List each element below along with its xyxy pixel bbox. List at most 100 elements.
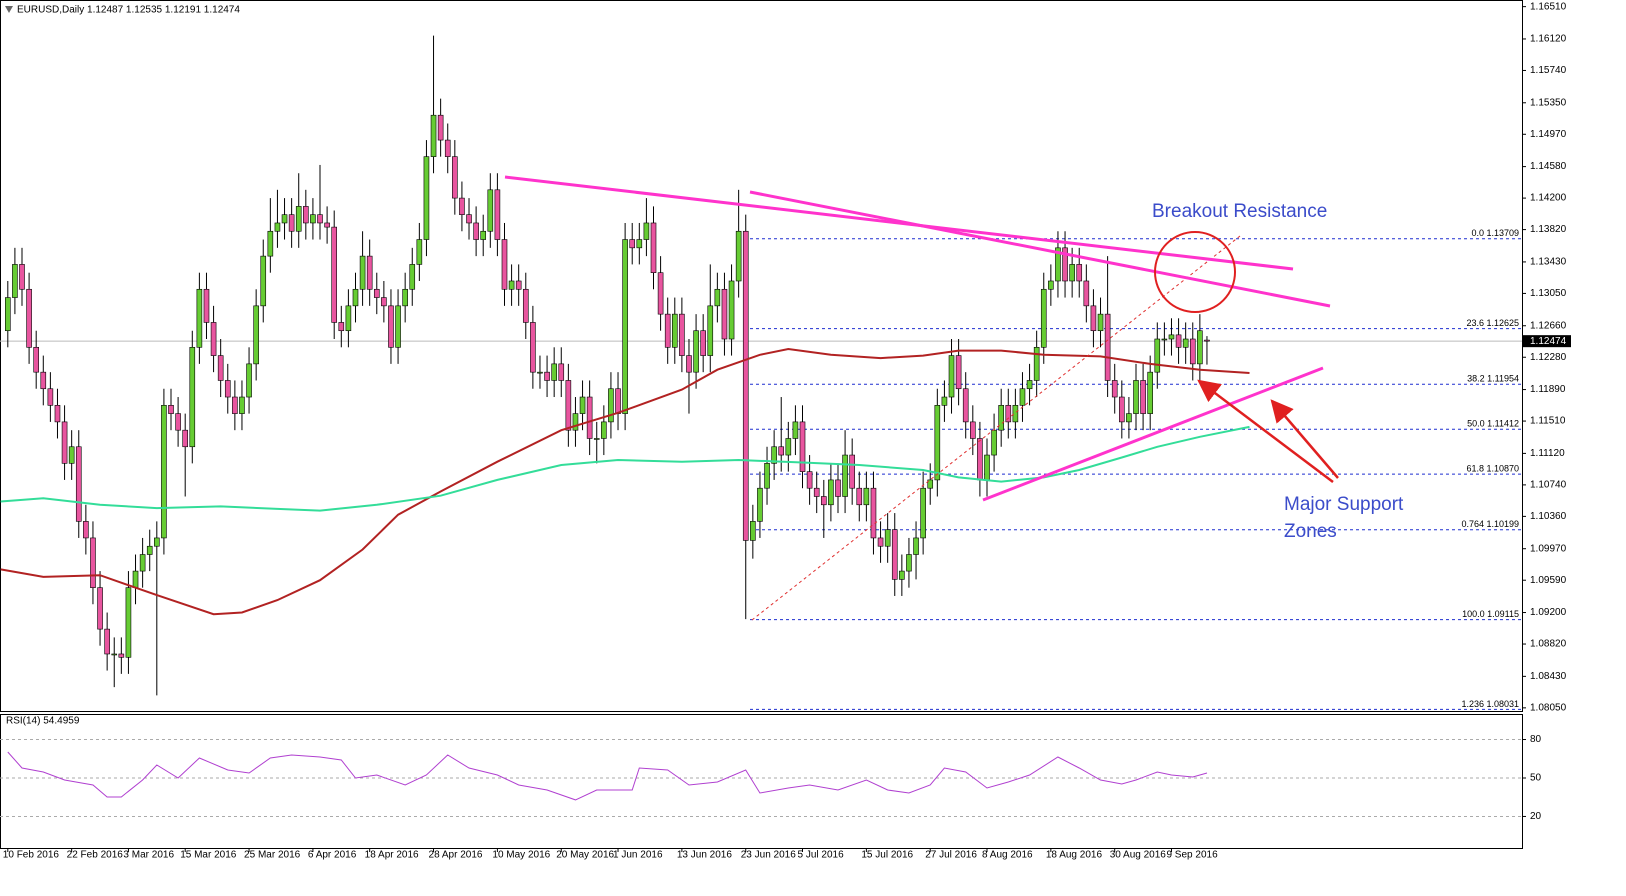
candle-body bbox=[196, 288, 203, 348]
candle-body bbox=[473, 222, 479, 240]
candle-body bbox=[26, 288, 32, 348]
candle-body bbox=[1147, 371, 1153, 414]
candle-body bbox=[891, 529, 898, 580]
candle-body bbox=[409, 264, 416, 290]
candle-body bbox=[1033, 346, 1040, 381]
arrow bbox=[1270, 399, 1339, 479]
candle-body bbox=[1076, 264, 1083, 282]
candle-body bbox=[501, 239, 508, 290]
rsi-title: RSI(14) 54.4959 bbox=[6, 716, 80, 727]
candle-body bbox=[444, 139, 451, 157]
candle-body bbox=[33, 346, 39, 373]
candle-body bbox=[19, 264, 25, 290]
candle-body bbox=[345, 305, 352, 332]
candle-body bbox=[47, 388, 54, 406]
candle-body bbox=[643, 222, 650, 240]
candle-body bbox=[303, 206, 309, 224]
candle-body bbox=[139, 554, 146, 572]
candle-body bbox=[1111, 380, 1118, 398]
x-tick-label: 10 May 2016 bbox=[492, 850, 550, 861]
candle-body bbox=[920, 487, 926, 539]
y-tick-label: 80 bbox=[1530, 734, 1542, 745]
candle-body bbox=[657, 272, 664, 315]
candle-body bbox=[1062, 247, 1068, 282]
candle-body bbox=[735, 230, 742, 282]
candle-body bbox=[608, 388, 614, 423]
y-tick-label: 1.11510 bbox=[1530, 416, 1566, 427]
x-tick-label: 9 Sep 2016 bbox=[1166, 850, 1218, 861]
candle-body bbox=[388, 305, 394, 348]
candle-body bbox=[430, 114, 437, 157]
candle-body bbox=[622, 239, 628, 414]
candle-body bbox=[1083, 280, 1090, 307]
candle-body bbox=[1119, 396, 1125, 423]
candle-body bbox=[281, 214, 288, 224]
candle-body bbox=[12, 264, 18, 298]
candle-body bbox=[161, 405, 167, 539]
candle-body bbox=[799, 421, 806, 472]
candle-body bbox=[970, 421, 976, 439]
x-tick-label: 8 Aug 2016 bbox=[982, 850, 1033, 861]
candle-body bbox=[210, 322, 217, 356]
candle-body bbox=[224, 380, 231, 398]
candle-body bbox=[714, 288, 721, 307]
candle-body bbox=[1069, 264, 1075, 282]
candle-body bbox=[515, 280, 522, 290]
candle-body bbox=[1161, 338, 1168, 341]
candle-body bbox=[636, 239, 643, 249]
trendline bbox=[749, 190, 1331, 308]
candle-body bbox=[991, 429, 997, 456]
candle-body bbox=[1040, 288, 1047, 348]
y-tick-label: 1.16120 bbox=[1530, 34, 1567, 45]
trendline bbox=[504, 175, 1294, 271]
candle-body bbox=[721, 288, 728, 340]
y-tick-label: 1.10360 bbox=[1530, 511, 1567, 522]
candle-body bbox=[260, 255, 267, 307]
candle-body bbox=[239, 396, 245, 414]
y-tick-label: 1.09970 bbox=[1530, 543, 1567, 554]
x-tick-label: 1 Jun 2016 bbox=[613, 850, 663, 861]
y-tick-label: 1.08430 bbox=[1530, 671, 1567, 682]
fib-label: 0.0 1.13709 bbox=[1471, 228, 1519, 238]
candle-body bbox=[1055, 247, 1061, 282]
candle-body bbox=[352, 288, 359, 307]
x-tick-label: 10 Feb 2016 bbox=[3, 850, 60, 861]
candle-body bbox=[792, 421, 799, 439]
candle-body bbox=[998, 405, 1004, 431]
fib-diagonal bbox=[751, 235, 1241, 621]
y-tick-label: 1.13430 bbox=[1530, 257, 1567, 268]
candle-body bbox=[295, 206, 302, 232]
x-tick-label: 6 Apr 2016 bbox=[308, 850, 357, 861]
candle-body bbox=[90, 537, 96, 588]
candle-body bbox=[1012, 405, 1019, 423]
y-tick-label: 1.08820 bbox=[1530, 639, 1567, 650]
candle-body bbox=[679, 313, 685, 356]
y-tick-label: 1.09200 bbox=[1530, 607, 1567, 618]
candle-body bbox=[849, 454, 855, 489]
candle-body bbox=[487, 189, 494, 232]
plot-layer: 1.16510 1.16120 1.15740 1.15350 1.14970 1.145… bbox=[0, 1, 1571, 861]
candle-body bbox=[494, 189, 501, 240]
candle-body bbox=[1140, 380, 1146, 414]
y-tick-label: 1.16510 bbox=[1530, 1, 1567, 12]
candle-body bbox=[366, 255, 373, 290]
last-price-label: 1.12474 bbox=[1530, 336, 1567, 347]
candle-body bbox=[175, 413, 181, 431]
candle-body bbox=[402, 288, 408, 307]
candle-body bbox=[274, 222, 281, 232]
candle-body bbox=[870, 487, 877, 539]
fib-label: 100.0 1.09115 bbox=[1462, 609, 1519, 619]
candle-body bbox=[1126, 413, 1132, 423]
candle-body bbox=[551, 363, 557, 381]
candle-body bbox=[246, 363, 252, 398]
candle-body bbox=[1197, 330, 1203, 365]
candle-body bbox=[955, 355, 962, 390]
y-tick-label: 1.10740 bbox=[1530, 480, 1567, 491]
candle-body bbox=[984, 454, 990, 481]
y-tick-label: 1.11890 bbox=[1530, 384, 1566, 395]
y-tick-label: 1.11120 bbox=[1530, 448, 1565, 459]
candle-body bbox=[68, 446, 75, 464]
y-tick-label: 1.14580 bbox=[1530, 161, 1567, 172]
candle-body bbox=[395, 305, 401, 348]
